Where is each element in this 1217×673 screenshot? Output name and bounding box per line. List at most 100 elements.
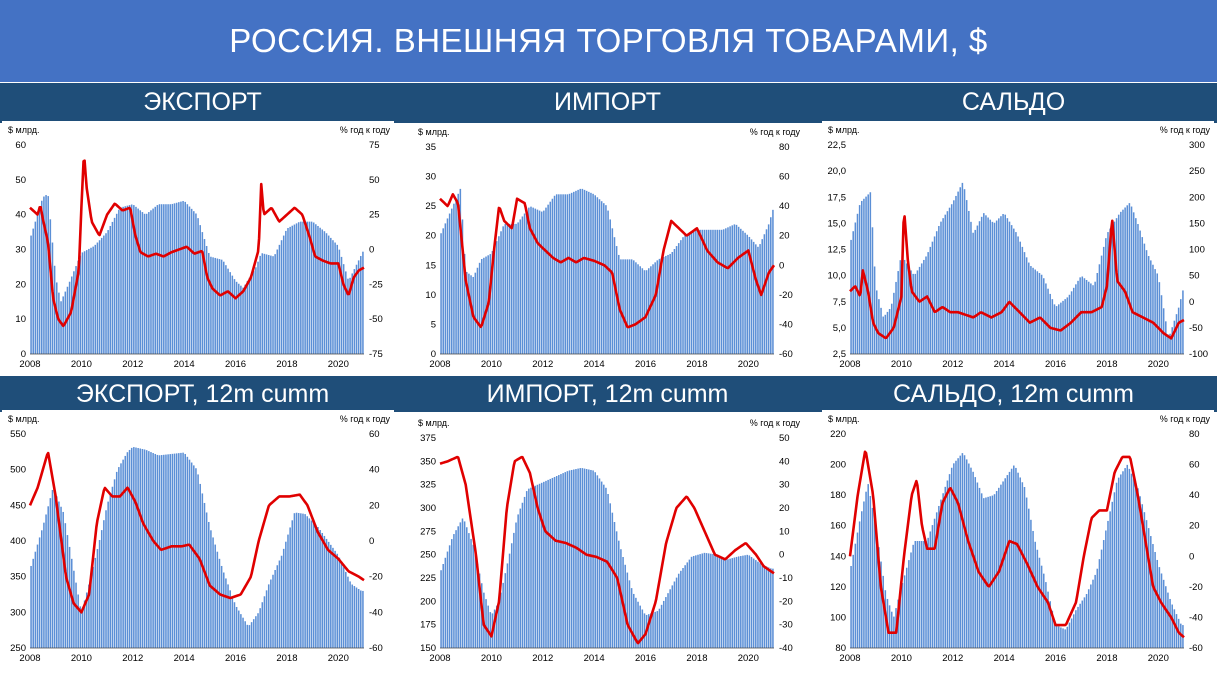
bar (240, 285, 242, 354)
bar (903, 259, 906, 354)
bar (453, 203, 455, 354)
bar (942, 218, 944, 354)
section-label-saldo: САЛЬДО (961, 88, 1066, 116)
bar (308, 221, 311, 354)
bar (197, 474, 199, 648)
bar (1072, 614, 1075, 648)
right-tick-label: -20 (779, 290, 793, 301)
left-axis-unit-label: $ млрд. (828, 414, 860, 424)
bar (684, 235, 686, 354)
bar (180, 201, 182, 354)
bar (710, 229, 712, 354)
bar (58, 501, 60, 648)
bar (457, 526, 459, 648)
bar (948, 474, 951, 649)
right-tick-label: 0 (1189, 297, 1194, 308)
bar (229, 272, 231, 354)
bar (30, 235, 32, 354)
bar (188, 206, 191, 354)
bar (178, 453, 180, 648)
bar (1160, 295, 1163, 354)
bar (242, 617, 244, 648)
x-tick-label: 2014 (584, 653, 605, 664)
x-tick-label: 2010 (481, 653, 502, 664)
bar (656, 611, 659, 648)
yoy-line (849, 215, 1185, 340)
right-axis-unit-label: % год к году (750, 127, 801, 137)
bar (459, 188, 462, 354)
bar (349, 277, 351, 354)
right-tick-label: 0 (779, 260, 784, 271)
bar (327, 235, 330, 354)
x-tick-label: 2010 (71, 653, 92, 664)
bar (1177, 307, 1180, 354)
bar (470, 275, 472, 354)
bar (938, 225, 940, 354)
bar (504, 573, 507, 648)
x-tick-label: 2018 (686, 359, 707, 370)
bar (442, 564, 444, 648)
bar (306, 516, 309, 648)
bar (987, 496, 989, 648)
bar (1102, 540, 1105, 648)
bar (330, 237, 332, 354)
bar (461, 219, 464, 354)
bar (1075, 610, 1077, 648)
bar (214, 544, 216, 648)
bar (695, 555, 697, 648)
bar (856, 532, 859, 648)
bar (152, 453, 154, 648)
bar (886, 311, 889, 354)
bar (978, 487, 981, 648)
bar (340, 562, 343, 648)
bar (761, 564, 763, 648)
bar (583, 189, 586, 354)
left-tick-label: 5,0 (833, 323, 846, 334)
x-tick-label: 2012 (532, 359, 553, 370)
bar (722, 229, 725, 354)
bar (1036, 549, 1039, 648)
bar (737, 556, 740, 648)
bar (639, 605, 641, 648)
bar (498, 601, 500, 648)
right-tick-label: 50 (1189, 271, 1200, 282)
bar (725, 558, 727, 648)
bar (923, 541, 925, 648)
bar (639, 266, 641, 354)
bar (658, 258, 661, 354)
bar (985, 215, 987, 354)
bar (49, 219, 52, 354)
bar (744, 232, 746, 354)
bar (446, 218, 449, 354)
bar (946, 211, 949, 354)
bar (1051, 610, 1054, 648)
bar (64, 523, 67, 648)
bar (581, 188, 584, 354)
bar (210, 530, 212, 648)
bar (983, 213, 985, 354)
bar (508, 223, 511, 354)
bar (1124, 468, 1126, 648)
bar (955, 460, 957, 648)
bar (34, 221, 37, 354)
bar (1004, 214, 1006, 354)
left-tick-label: 35 (425, 142, 436, 153)
bar (869, 495, 872, 648)
bar (607, 494, 609, 648)
bar (338, 249, 341, 354)
right-tick-label: 80 (1189, 429, 1200, 440)
bar (890, 611, 893, 648)
bar (287, 534, 289, 648)
bar (280, 555, 283, 648)
bar (242, 287, 244, 354)
bar (729, 226, 731, 354)
bar (944, 486, 947, 648)
bar (759, 563, 761, 648)
right-tick-label: -50 (369, 314, 383, 325)
bar (261, 602, 264, 648)
bar (558, 475, 560, 648)
bar (1137, 488, 1139, 648)
bar (60, 301, 62, 354)
bar (90, 575, 92, 648)
bar (641, 268, 644, 354)
